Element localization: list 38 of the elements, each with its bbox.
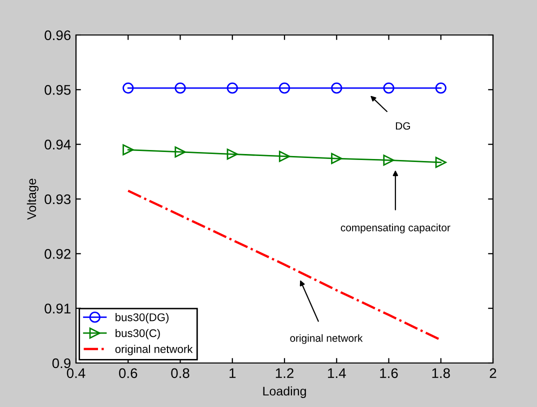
x-tick-label: 0.6 (119, 368, 138, 378)
annotation: DG (396, 122, 410, 130)
point (174, 146, 186, 158)
y-tick-label: 0.96 (44, 30, 71, 40)
x-tick-label: 1.6 (380, 368, 398, 378)
y-tick-label: 0.93 (44, 194, 71, 204)
point (122, 82, 134, 94)
point (278, 82, 290, 94)
point (331, 152, 342, 164)
point (226, 82, 238, 94)
y-tick-label: 0.92 (44, 249, 70, 259)
point (383, 154, 394, 166)
point (122, 144, 134, 156)
x-tick-label: 1.4 (328, 368, 346, 378)
legend-label: bus30(DG) (116, 313, 169, 324)
annotation: compensating capacitor (340, 224, 450, 234)
point (435, 82, 446, 94)
annotation: original network (290, 334, 363, 344)
x-tick-label: 1 (230, 368, 236, 378)
x-tick-label: 2 (490, 368, 496, 378)
point (435, 156, 446, 168)
point (174, 82, 186, 94)
y-tick-label: 0.91 (44, 304, 70, 314)
x-tick-label: 0.4 (66, 368, 86, 378)
point (383, 82, 394, 94)
y-tick-label: 0.9 (52, 358, 70, 368)
point (331, 82, 342, 94)
y-tick-label: 0.95 (44, 85, 71, 95)
x-tick-label: 1.2 (276, 368, 294, 378)
y-axis-title: Voltage (26, 178, 39, 220)
point (278, 150, 290, 162)
legend-label: original network (115, 344, 193, 356)
x-tick-label: 1.8 (432, 368, 450, 378)
x-axis-title: Loading (263, 386, 306, 398)
x-tick-label: 0.8 (171, 368, 190, 378)
point (226, 148, 238, 160)
legend-label: bus30(C) (116, 328, 160, 340)
y-tick-label: 0.94 (44, 140, 71, 150)
